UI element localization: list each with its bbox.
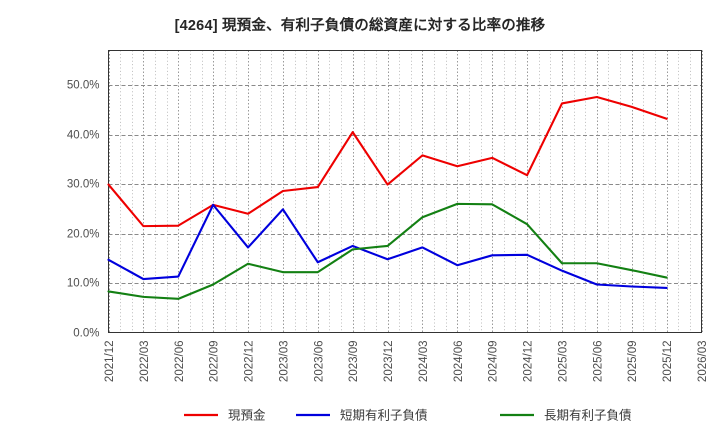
plot-frame [108,50,702,333]
y-axis-tick-label: 20.0% [67,229,100,241]
series-line-3 [107,202,668,300]
x-axis-tick-label: 2025/09 [627,341,639,383]
x-axis-tick-label: 2022/03 [139,341,151,383]
x-axis-tick-label: 2024/03 [418,341,430,383]
x-axis-tick-label: 2024/06 [453,341,465,383]
x-axis-tick-label: 2024/09 [488,341,500,383]
gridlines-minor-vertical [120,50,691,333]
series-line-2 [107,203,668,290]
y-axis-tick-label: 0.0% [73,328,99,340]
x-axis-tick-label: 2025/06 [592,341,604,383]
legend-label-3: 長期有利子負債 [544,407,632,422]
y-axis-tick-label: 40.0% [67,130,100,142]
x-axis-tick-label: 2025/03 [557,341,569,383]
x-axis-tick-label: 2022/06 [174,341,186,383]
y-axis-tick-label: 30.0% [67,179,100,191]
x-axis-tick-label: 2023/03 [278,341,290,383]
x-axis-tick-label: 2023/12 [383,341,395,383]
x-axis-tick-label: 2026/03 [697,341,709,383]
x-axis-tick-label: 2022/09 [209,341,221,383]
data-series-group [107,95,668,300]
x-axis-tick-label: 2025/12 [662,341,674,383]
x-axis-tick-label: 2024/12 [523,341,535,383]
chart-title: [4264] 現預金、有利子負債の総資産に対する比率の推移 [174,18,546,34]
x-axis-tick-label: 2022/12 [244,341,256,383]
x-axis-tick-labels: 2021/12 2022/03 2022/06 2022/09 2022/12 2023/… [104,341,709,383]
y-axis-tick-labels: 0.0% 10.0% 20.0% 30.0% 40.0% 50.0% [67,80,100,340]
legend-label-2: 短期有利子負債 [340,407,428,422]
x-axis-tick-label: 2023/06 [313,341,325,383]
gridlines-horizontal [108,85,702,284]
series-line-1 [107,95,668,228]
y-axis-tick-label: 10.0% [67,278,100,290]
legend-label-1: 現預金 [228,407,266,422]
chart-legend: 現預金 短期有利子負債 長期有利子負債 [184,407,632,422]
x-axis-tick-label: 2021/12 [104,341,116,383]
x-axis-tick-label: 2023/09 [348,341,360,383]
y-axis-tick-label: 50.0% [67,80,100,92]
